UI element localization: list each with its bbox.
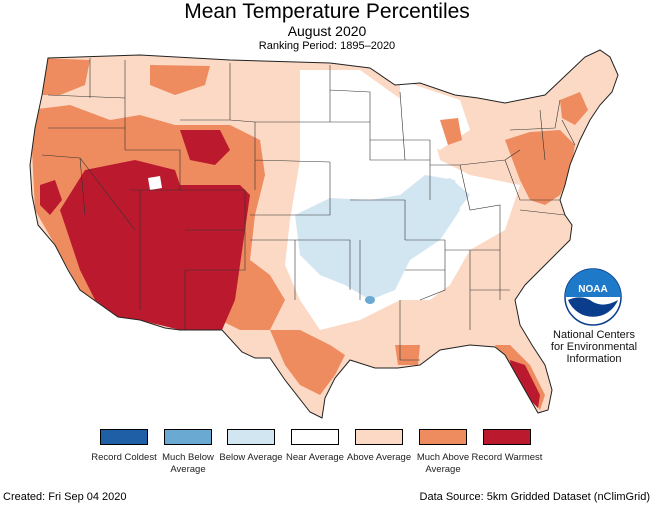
ranking-period: Ranking Period: 1895–2020 bbox=[258, 40, 396, 52]
legend-label-below: Below Average bbox=[219, 452, 283, 463]
created-date: Created: Fri Sep 04 2020 bbox=[3, 491, 127, 503]
legend-swatch-record-coldest bbox=[100, 429, 148, 445]
legend-label-much-above: Much Above Average bbox=[416, 452, 470, 475]
below-average-region bbox=[295, 175, 460, 300]
legend-swatch-above bbox=[355, 429, 403, 445]
noaa-logo-icon: NOAA bbox=[564, 268, 622, 326]
legend-label-record-coldest: Record Coldest bbox=[91, 452, 157, 463]
legend-label-near: Near Average bbox=[286, 452, 344, 463]
map-title: Mean Temperature Percentiles bbox=[184, 0, 470, 23]
org-name: National Centers for Environmental Infor… bbox=[550, 329, 638, 365]
legend-swatch-near bbox=[291, 429, 339, 445]
noaa-logo-text: NOAA bbox=[578, 284, 607, 295]
legend-swatch-much-below bbox=[164, 429, 212, 445]
legend-swatch-much-above bbox=[419, 429, 467, 445]
legend-label-above: Above Average bbox=[346, 452, 412, 463]
data-source: Data Source: 5km Gridded Dataset (nClimG… bbox=[419, 491, 650, 503]
legend-label-record-warmest: Record Warmest bbox=[471, 452, 543, 463]
map-subtitle: August 2020 bbox=[287, 23, 367, 39]
record-warmest-southwest bbox=[60, 160, 250, 330]
legend-swatch-record-warmest bbox=[483, 429, 531, 445]
legend-swatch-below bbox=[227, 429, 275, 445]
legend-label-much-below: Much Below Average bbox=[162, 452, 214, 475]
